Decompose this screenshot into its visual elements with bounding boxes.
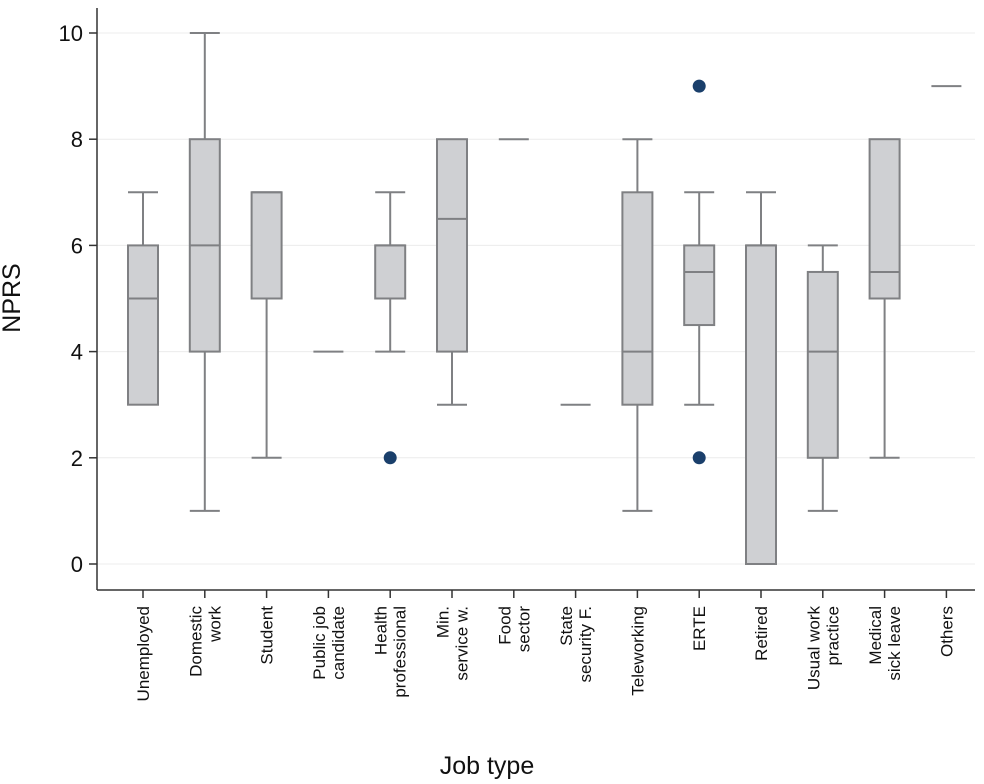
iqr-box	[745, 244, 777, 565]
x-tick-label: Domesticwork	[186, 606, 224, 677]
iqr-box	[250, 191, 283, 300]
x-tick-label-line: Min.	[434, 606, 453, 638]
x-tick-label-line: security F.	[576, 606, 595, 683]
x-tick-label-line: sick leave	[885, 606, 904, 681]
axes	[89, 8, 975, 598]
x-tick-label-line: Student	[258, 606, 277, 665]
box-1	[188, 32, 221, 512]
x-tick-label-line: Usual work	[804, 606, 823, 691]
x-tick-label: Retired	[752, 606, 771, 661]
y-tick-label: 2	[71, 446, 83, 471]
x-tick-label-line: Teleworking	[628, 606, 647, 696]
y-tick-label: 10	[59, 21, 83, 46]
box-10	[745, 191, 777, 565]
x-tick-label-line: service w.	[453, 606, 472, 681]
x-tick-label-line: Public job	[310, 606, 329, 680]
box-2	[250, 191, 283, 459]
y-tick-label: 8	[71, 127, 83, 152]
box-4	[374, 191, 407, 465]
x-tick-label-line: Domestic	[186, 606, 205, 677]
y-tick-label: 6	[71, 233, 83, 258]
x-tick-label: Public jobcandidate	[310, 606, 348, 680]
x-tick-label-line: candidate	[329, 606, 348, 680]
x-tick-label: Others	[937, 606, 956, 657]
x-tick-label: ERTE	[690, 606, 709, 651]
x-tick-label-line: Food	[495, 606, 514, 645]
x-tick-label-line: Retired	[752, 606, 771, 661]
x-tick-label-line: practice	[823, 606, 842, 666]
outlier-point	[692, 451, 706, 465]
outlier-point	[383, 451, 397, 465]
x-tick-label: Min.service w.	[434, 606, 472, 681]
x-axis-title: Job type	[440, 752, 535, 780]
box-12	[868, 138, 901, 459]
iqr-box	[374, 244, 407, 300]
x-tick-label: Foodsector	[495, 606, 533, 653]
x-tick-label: Teleworking	[628, 606, 647, 696]
x-tick-label: Student	[258, 606, 277, 665]
x-tick-label-line: ERTE	[690, 606, 709, 651]
x-tick-label: Healthprofessional	[372, 606, 410, 698]
box-9	[683, 79, 716, 465]
x-tick-label-line: Health	[372, 606, 391, 655]
box-8	[621, 138, 654, 512]
x-tick-label-line: work	[205, 606, 224, 643]
iqr-box	[683, 244, 716, 327]
gridlines	[97, 32, 975, 565]
box-11	[806, 244, 839, 512]
iqr-box	[868, 138, 901, 300]
x-tick-label-line: sector	[514, 606, 533, 653]
iqr-box	[127, 244, 159, 406]
x-tick-label: Medicalsick leave	[866, 606, 904, 681]
x-tick-label-line: Unemployed	[134, 606, 153, 701]
box-5	[436, 138, 468, 406]
tick-labels: 0 2 4 6 8 10 Unemployed Domesticwork Student Publ…	[59, 21, 957, 701]
x-tick-label-line: State	[557, 606, 576, 646]
x-tick-label: Statesecurity F.	[557, 606, 595, 683]
x-tick-label-line: professional	[391, 606, 410, 698]
iqr-box	[621, 191, 654, 406]
y-axis-title: NPRS	[0, 263, 26, 332]
x-tick-label: Unemployed	[134, 606, 153, 701]
x-tick-label: Usual workpractice	[804, 606, 842, 691]
x-tick-label-line: Others	[937, 606, 956, 657]
y-tick-label: 4	[71, 340, 83, 365]
y-tick-label: 0	[71, 552, 83, 577]
iqr-box	[436, 138, 468, 353]
x-tick-label-line: Medical	[866, 606, 885, 665]
box-0	[127, 191, 159, 406]
iqr-box	[806, 270, 839, 459]
box-series	[127, 32, 962, 565]
outlier-point	[692, 79, 706, 93]
